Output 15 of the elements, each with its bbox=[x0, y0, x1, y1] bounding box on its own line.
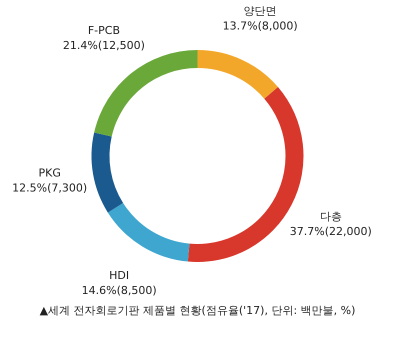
data-label: 21.4%(12,500) bbox=[62, 38, 145, 52]
data-label: 37.7%(22,000) bbox=[290, 224, 372, 238]
slice-label: 다층 bbox=[320, 210, 342, 223]
data-label: 13.7%(8,000) bbox=[222, 20, 298, 33]
slice-label: PKG bbox=[38, 166, 61, 180]
donut-slice bbox=[94, 50, 198, 136]
slice-label: HDI bbox=[109, 268, 130, 282]
slice-label: F-PCB bbox=[88, 24, 120, 37]
donut-slice bbox=[108, 202, 190, 262]
slice-label: 양단면 bbox=[244, 4, 277, 18]
donut-slice bbox=[198, 50, 278, 99]
data-label: 12.5%(7,300) bbox=[12, 181, 88, 194]
data-label: 14.6%(8,500) bbox=[82, 284, 157, 297]
donut-slice bbox=[92, 132, 124, 213]
text: ▲세계 전자회로기판 제품별 현황(점유율('17), 단위: 백만불, %) bbox=[40, 304, 356, 317]
